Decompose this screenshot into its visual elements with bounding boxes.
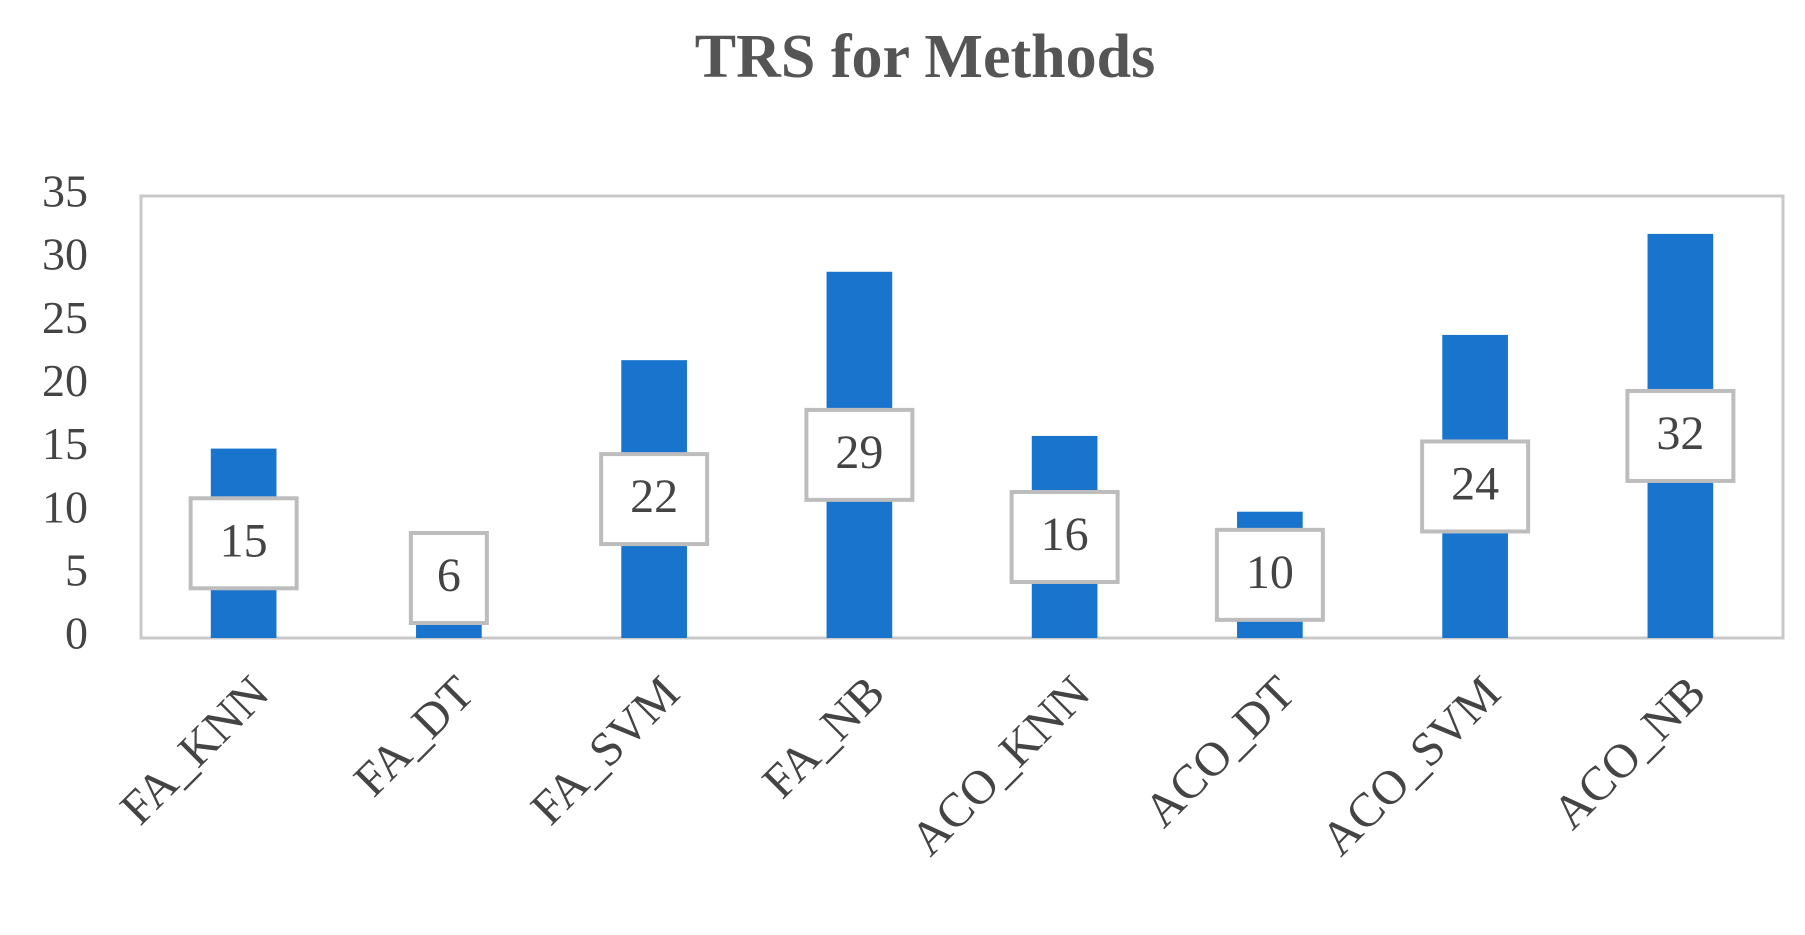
y-tick-label: 10 [42,481,88,532]
y-tick-label: 20 [42,355,88,406]
x-tick-label: ACO_KNN [901,666,1101,866]
y-tick-label: 30 [42,229,88,280]
x-tick-label: ACO_NB [1543,666,1716,839]
data-label: 16 [1041,508,1089,561]
x-tick-label: FA_NB [752,666,894,808]
plot-area [139,194,1785,640]
x-tick-label: ACO_SVM [1311,666,1511,866]
data-label-box [804,407,915,502]
y-tick-label: 25 [42,292,88,343]
data-label-box [599,452,710,547]
y-tick-label: 15 [42,418,88,469]
y-tick-label: 5 [65,544,88,595]
data-label-box [1420,439,1531,534]
data-label-box [188,496,299,591]
data-label-box [1625,388,1736,483]
data-label: 15 [220,514,268,567]
x-tick-label: FA_SVM [521,666,690,835]
data-label-box [408,531,489,625]
y-tick-label: 0 [65,608,88,659]
data-label: 6 [437,549,461,602]
x-tick-label: FA_KNN [110,666,279,835]
data-label: 29 [835,426,883,479]
data-label: 22 [630,470,678,523]
x-tick-label: ACO_DT [1134,666,1305,837]
data-label-box [1009,489,1120,584]
chart-title: TRS for Methods [695,23,1155,91]
data-label: 32 [1656,407,1704,460]
y-tick-label: 35 [42,166,88,217]
data-label: 10 [1246,546,1294,599]
data-label-box [1214,527,1325,622]
data-label: 24 [1451,457,1499,510]
x-tick-label: FA_DT [344,666,485,807]
